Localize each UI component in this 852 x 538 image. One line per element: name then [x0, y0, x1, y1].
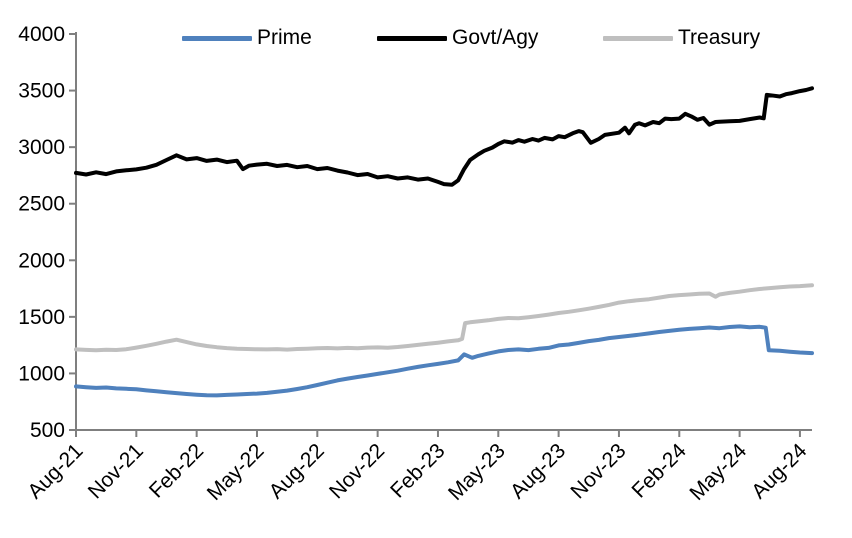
- x-tick-label: Feb-23: [386, 439, 449, 502]
- x-tick-label: Aug-21: [23, 439, 87, 503]
- y-tick-label: 1000: [18, 362, 65, 385]
- prime-line-swatch: [182, 35, 252, 41]
- series-line-govt-agy: [74, 86, 814, 187]
- legend-label-prime: Prime: [257, 26, 312, 49]
- y-tick-label: 2500: [18, 193, 65, 216]
- x-tick-label: Aug-23: [506, 439, 570, 503]
- y-tick-label: 4000: [18, 23, 65, 46]
- legend-label-govt-agy: Govt/Agy: [452, 26, 539, 49]
- legend-item-govt-agy: Govt/Agy: [377, 24, 538, 52]
- govt-agy-line-swatch: [377, 35, 447, 41]
- x-tick-label: Nov-21: [84, 439, 148, 503]
- y-tick-label: 2000: [18, 249, 65, 272]
- y-tick-label: 500: [30, 419, 65, 442]
- x-tick-label: Aug-24: [747, 439, 811, 503]
- x-tick-label: May-22: [203, 439, 269, 505]
- legend-item-treasury: Treasury: [603, 24, 760, 52]
- x-tick-label: Nov-22: [325, 439, 389, 503]
- treasury-line-swatch: [603, 35, 673, 41]
- series-line-treasury: [74, 283, 814, 353]
- x-tick-label: Nov-23: [566, 439, 630, 503]
- series-line-prime: [74, 324, 814, 398]
- y-tick-label: 1500: [18, 306, 65, 329]
- legend-label-treasury: Treasury: [678, 26, 761, 49]
- legend-item-prime: Prime: [182, 24, 312, 52]
- x-tick-label: Aug-22: [265, 439, 329, 503]
- x-tick-label: May-23: [444, 439, 510, 505]
- x-tick-label: May-24: [685, 439, 751, 505]
- y-tick-label: 3500: [18, 80, 65, 103]
- y-tick-label: 3000: [18, 136, 65, 159]
- x-tick-label: Feb-22: [145, 439, 208, 502]
- x-tick-label: Feb-24: [627, 439, 691, 503]
- legend: Prime Govt/Agy Treasury: [0, 24, 852, 52]
